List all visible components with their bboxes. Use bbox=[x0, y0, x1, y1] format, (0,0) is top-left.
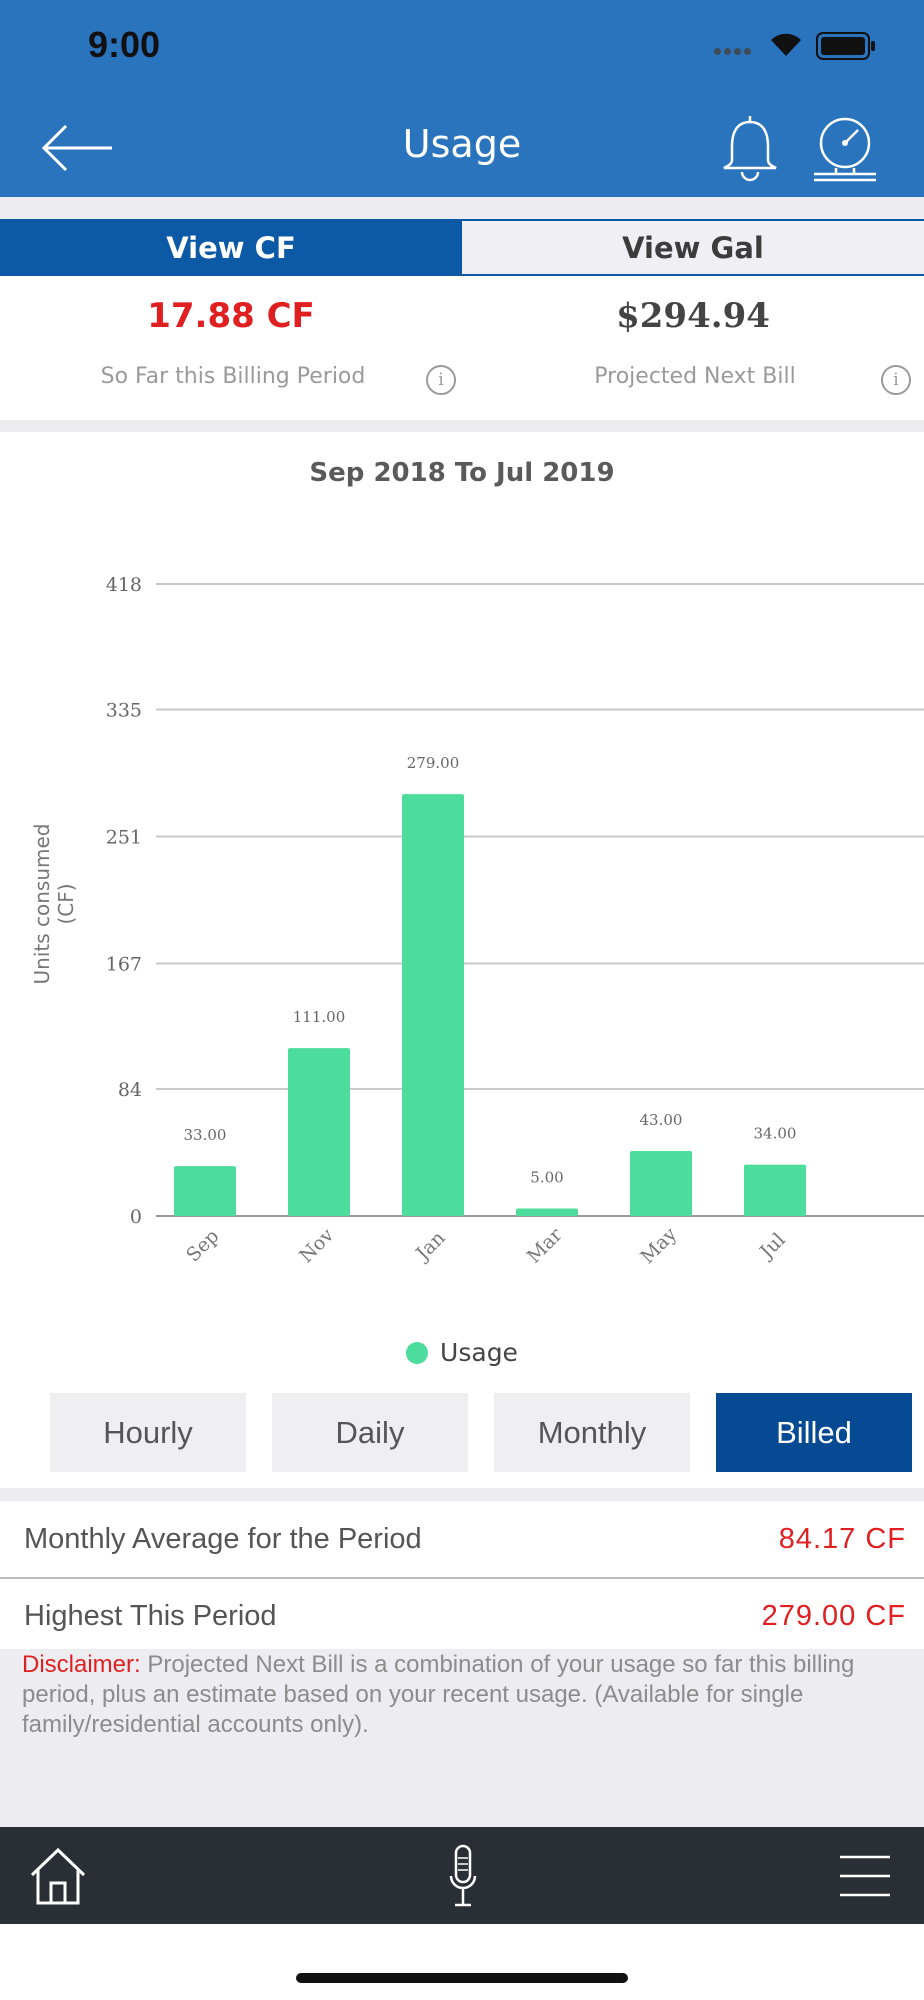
chart-legend: Usage bbox=[0, 1338, 924, 1367]
bar-value-label: 33.00 bbox=[184, 1126, 227, 1144]
usage-bar-chart: 0 84 167 251 335 418 33.00 Sep 111.00 Nov 279.00 Ja… bbox=[106, 574, 924, 1268]
units-toggle: View CF View Gal bbox=[0, 219, 924, 276]
bar bbox=[744, 1164, 806, 1216]
separator-band bbox=[0, 197, 924, 219]
y-tick-label: 84 bbox=[118, 1079, 142, 1101]
header-bar: 9:00 Usage bbox=[0, 0, 924, 197]
back-arrow-icon[interactable] bbox=[40, 122, 116, 174]
page-title: Usage bbox=[402, 122, 522, 166]
legend-label: Usage bbox=[440, 1338, 518, 1367]
chart-title: Sep 2018 To Jul 2019 bbox=[309, 458, 615, 488]
x-tick-label: May bbox=[636, 1223, 681, 1268]
x-tick-label: Jul bbox=[754, 1229, 789, 1264]
so-far-label: So Far this Billing Period bbox=[100, 364, 366, 389]
x-tick-label: Jan bbox=[411, 1227, 450, 1266]
projected-bill-label: Projected Next Bill bbox=[594, 364, 796, 389]
usage-summary: 17.88 CF $294.94 So Far this Billing Per… bbox=[0, 276, 924, 420]
disclaimer-area bbox=[0, 1649, 924, 1827]
status-time: 9:00 bbox=[88, 24, 161, 65]
wifi-icon bbox=[771, 33, 801, 56]
legend-swatch bbox=[406, 1341, 429, 1364]
disclaimer-body: Projected Next Bill is a combination of … bbox=[22, 1651, 855, 1738]
y-tick-label: 0 bbox=[130, 1206, 142, 1228]
bar bbox=[516, 1208, 578, 1216]
bottom-tab-bar bbox=[0, 1827, 924, 1924]
divider bbox=[0, 1577, 924, 1579]
billed-button[interactable]: Billed bbox=[716, 1393, 912, 1472]
x-tick-label: Sep bbox=[182, 1225, 223, 1266]
meter-icon[interactable] bbox=[812, 116, 878, 184]
signal-dots-icon bbox=[714, 40, 754, 59]
view-gal-tab[interactable]: View Gal bbox=[462, 219, 924, 276]
bar-value-label: 34.00 bbox=[754, 1125, 797, 1143]
home-icon[interactable] bbox=[28, 1845, 88, 1907]
bar-value-label: 5.00 bbox=[530, 1168, 563, 1186]
bar bbox=[630, 1150, 692, 1216]
microphone-icon[interactable] bbox=[448, 1844, 478, 1908]
bar-value-label: 279.00 bbox=[407, 754, 460, 772]
separator-band bbox=[0, 1488, 924, 1501]
y-tick-label: 167 bbox=[106, 954, 142, 976]
monthly-average-row: Monthly Average for the Period 84.17 CF bbox=[0, 1501, 924, 1577]
disclaimer-text: Disclaimer: Projected Next Bill is a com… bbox=[22, 1650, 902, 1740]
so-far-value: 17.88 CF bbox=[147, 296, 315, 336]
info-icon[interactable]: i bbox=[881, 365, 911, 395]
bar bbox=[402, 794, 464, 1216]
hourly-button[interactable]: Hourly bbox=[50, 1393, 246, 1472]
bar-value-label: 43.00 bbox=[640, 1111, 683, 1129]
view-cf-tab[interactable]: View CF bbox=[0, 219, 462, 276]
info-icon[interactable]: i bbox=[426, 365, 456, 395]
battery-icon bbox=[816, 32, 875, 60]
projected-bill-value: $294.94 bbox=[616, 296, 770, 336]
monthly-average-label: Monthly Average for the Period bbox=[24, 1522, 422, 1555]
x-tick-label: Nov bbox=[295, 1224, 338, 1267]
y-tick-label: 335 bbox=[106, 699, 142, 721]
monthly-average-value: 84.17 CF bbox=[778, 1522, 906, 1555]
separator-band bbox=[0, 420, 924, 432]
y-tick-label: 418 bbox=[106, 574, 142, 596]
y-tick-label: 251 bbox=[106, 826, 142, 848]
highest-period-row: Highest This Period 279.00 CF bbox=[0, 1578, 924, 1654]
daily-button[interactable]: Daily bbox=[272, 1393, 468, 1472]
x-tick-label: Mar bbox=[523, 1223, 567, 1267]
home-indicator bbox=[296, 1973, 628, 1983]
bar-value-label: 111.00 bbox=[293, 1008, 346, 1026]
range-selector: Hourly Daily Monthly Billed bbox=[50, 1393, 912, 1472]
monthly-button[interactable]: Monthly bbox=[494, 1393, 690, 1472]
bar bbox=[174, 1166, 236, 1216]
highest-period-value: 279.00 CF bbox=[761, 1599, 906, 1632]
highest-period-label: Highest This Period bbox=[24, 1599, 277, 1632]
hamburger-menu-icon[interactable] bbox=[838, 1854, 892, 1898]
bell-icon[interactable] bbox=[718, 112, 782, 184]
bar bbox=[288, 1048, 350, 1216]
disclaimer-prefix: Disclaimer: bbox=[22, 1651, 141, 1678]
